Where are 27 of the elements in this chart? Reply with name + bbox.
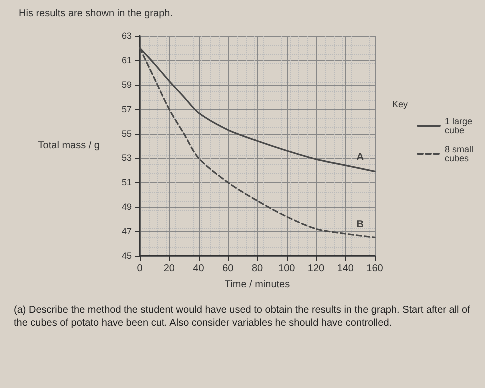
y-tick-label: 59 xyxy=(122,80,132,90)
x-tick-label: 0 xyxy=(137,264,144,274)
chart-title: His results are shown in the graph. xyxy=(19,8,173,20)
y-tick-label: 51 xyxy=(122,178,132,188)
y-tick-label: 63 xyxy=(122,31,132,41)
x-axis-title: Time / minutes xyxy=(224,280,290,290)
x-tick-label: 80 xyxy=(252,264,264,274)
y-tick-label: 47 xyxy=(122,226,132,237)
x-tick-label: 140 xyxy=(337,264,354,274)
y-tick-label: 57 xyxy=(122,104,132,114)
legend-title: Key xyxy=(392,100,408,110)
x-tick-label: 120 xyxy=(308,264,326,274)
x-tick-label: 20 xyxy=(164,264,176,274)
y-tick-label: 55 xyxy=(122,128,132,139)
legend-label: 1 large cube xyxy=(444,116,476,136)
y-tick-label: 61 xyxy=(122,55,132,66)
x-tick-label: 60 xyxy=(222,264,234,274)
x-tick-label: 40 xyxy=(193,264,205,274)
y-tick-label: 45 xyxy=(122,251,132,261)
y-axis-title: Total mass / g xyxy=(38,140,100,152)
legend-label: 8 small cubes xyxy=(444,144,476,164)
y-tick-label: 53 xyxy=(122,153,132,164)
text: (a) Describe the method the student would have used to obtain the results in the graph. Start after all of the cubes of potato have been cut. Also consider variables he should have controlled. xyxy=(13,304,472,330)
annotation: B xyxy=(356,219,364,230)
y-tick-label: 49 xyxy=(122,202,132,212)
x-tick-label: 100 xyxy=(278,264,296,274)
x-tick-label: 160 xyxy=(366,264,384,274)
